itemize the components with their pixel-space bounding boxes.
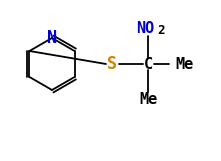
Text: C: C: [143, 57, 152, 71]
Text: Me: Me: [139, 93, 157, 108]
Text: N: N: [47, 29, 57, 47]
Text: 2: 2: [157, 24, 164, 37]
Text: NO: NO: [136, 20, 154, 35]
Text: S: S: [107, 55, 117, 73]
Text: Me: Me: [176, 57, 194, 71]
